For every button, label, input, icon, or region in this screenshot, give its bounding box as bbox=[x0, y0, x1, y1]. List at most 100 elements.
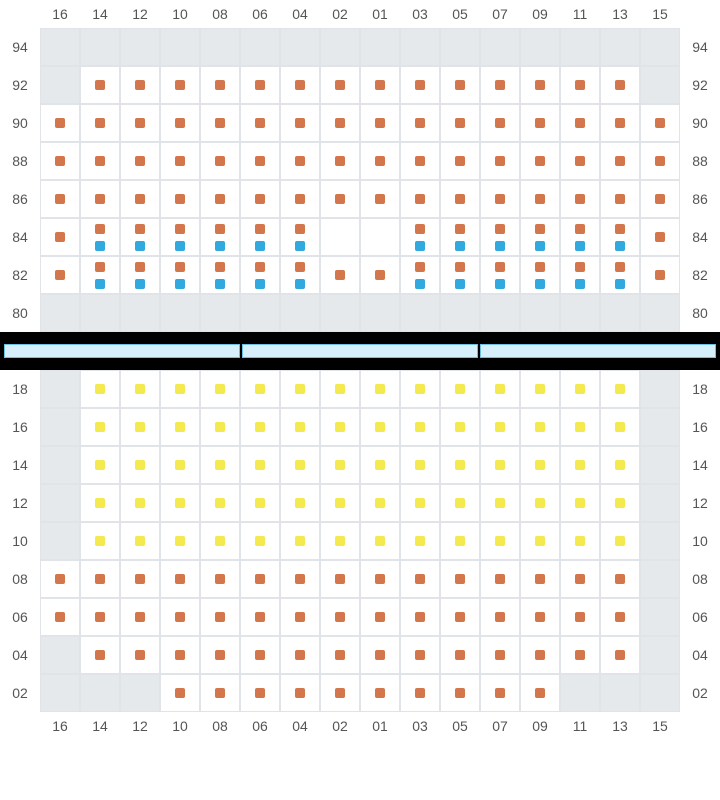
seat-cell[interactable] bbox=[280, 370, 320, 408]
seat-cell[interactable] bbox=[440, 636, 480, 674]
seat-cell[interactable] bbox=[400, 560, 440, 598]
seat-cell[interactable] bbox=[560, 446, 600, 484]
seat-cell[interactable] bbox=[400, 484, 440, 522]
seat-cell[interactable] bbox=[80, 256, 120, 294]
seat-cell[interactable] bbox=[360, 66, 400, 104]
seat-cell[interactable] bbox=[160, 218, 200, 256]
seat-cell[interactable] bbox=[240, 256, 280, 294]
seat-cell[interactable] bbox=[440, 446, 480, 484]
seat-cell[interactable] bbox=[320, 256, 360, 294]
seat-cell[interactable] bbox=[320, 104, 360, 142]
seat-cell[interactable] bbox=[280, 104, 320, 142]
seat-cell[interactable] bbox=[240, 674, 280, 712]
seat-cell[interactable] bbox=[480, 408, 520, 446]
seat-cell[interactable] bbox=[520, 180, 560, 218]
seat-cell[interactable] bbox=[240, 180, 280, 218]
seat-cell[interactable] bbox=[400, 104, 440, 142]
seat-cell[interactable] bbox=[80, 218, 120, 256]
seat-cell[interactable] bbox=[120, 180, 160, 218]
seat-cell[interactable] bbox=[360, 484, 400, 522]
seat-cell[interactable] bbox=[280, 484, 320, 522]
seat-cell[interactable] bbox=[160, 104, 200, 142]
seat-cell[interactable] bbox=[560, 218, 600, 256]
seat-cell[interactable] bbox=[480, 370, 520, 408]
seat-cell[interactable] bbox=[600, 560, 640, 598]
seat-cell[interactable] bbox=[560, 256, 600, 294]
seat-cell[interactable] bbox=[200, 104, 240, 142]
seat-cell[interactable] bbox=[160, 142, 200, 180]
seat-cell[interactable] bbox=[40, 104, 80, 142]
seat-cell[interactable] bbox=[320, 180, 360, 218]
seat-cell[interactable] bbox=[440, 560, 480, 598]
seat-cell[interactable] bbox=[360, 446, 400, 484]
seat-cell[interactable] bbox=[240, 446, 280, 484]
seat-cell[interactable] bbox=[480, 66, 520, 104]
seat-cell[interactable] bbox=[80, 522, 120, 560]
seat-cell[interactable] bbox=[40, 142, 80, 180]
seat-cell[interactable] bbox=[200, 674, 240, 712]
seat-cell[interactable] bbox=[280, 180, 320, 218]
seat-cell[interactable] bbox=[600, 484, 640, 522]
seat-cell[interactable] bbox=[560, 598, 600, 636]
seat-cell[interactable] bbox=[600, 408, 640, 446]
seat-cell[interactable] bbox=[240, 598, 280, 636]
seat-cell[interactable] bbox=[160, 66, 200, 104]
seat-cell[interactable] bbox=[80, 560, 120, 598]
seat-cell[interactable] bbox=[200, 256, 240, 294]
seat-cell[interactable] bbox=[400, 522, 440, 560]
seat-cell[interactable] bbox=[280, 560, 320, 598]
seat-cell[interactable] bbox=[320, 142, 360, 180]
seat-cell[interactable] bbox=[160, 446, 200, 484]
seat-cell[interactable] bbox=[400, 446, 440, 484]
seat-cell[interactable] bbox=[160, 636, 200, 674]
seat-cell[interactable] bbox=[320, 66, 360, 104]
seat-cell[interactable] bbox=[400, 598, 440, 636]
seat-cell[interactable] bbox=[480, 446, 520, 484]
seat-cell[interactable] bbox=[120, 256, 160, 294]
seat-cell[interactable] bbox=[200, 218, 240, 256]
seat-cell[interactable] bbox=[480, 180, 520, 218]
seat-cell[interactable] bbox=[120, 484, 160, 522]
seat-cell[interactable] bbox=[480, 104, 520, 142]
seat-cell[interactable] bbox=[240, 104, 280, 142]
seat-cell[interactable] bbox=[240, 560, 280, 598]
seat-cell[interactable] bbox=[560, 484, 600, 522]
seat-cell[interactable] bbox=[520, 598, 560, 636]
seat-cell[interactable] bbox=[160, 370, 200, 408]
seat-cell[interactable] bbox=[240, 636, 280, 674]
seat-cell[interactable] bbox=[600, 180, 640, 218]
seat-cell[interactable] bbox=[80, 180, 120, 218]
seat-cell[interactable] bbox=[200, 636, 240, 674]
seat-cell[interactable] bbox=[120, 66, 160, 104]
seat-cell[interactable] bbox=[520, 256, 560, 294]
seat-cell[interactable] bbox=[120, 598, 160, 636]
seat-cell[interactable] bbox=[560, 636, 600, 674]
seat-cell[interactable] bbox=[520, 370, 560, 408]
seat-cell[interactable] bbox=[640, 142, 680, 180]
seat-cell[interactable] bbox=[600, 142, 640, 180]
seat-cell[interactable] bbox=[40, 560, 80, 598]
seat-cell[interactable] bbox=[600, 370, 640, 408]
seat-cell[interactable] bbox=[360, 408, 400, 446]
seat-cell[interactable] bbox=[360, 256, 400, 294]
seat-cell[interactable] bbox=[200, 408, 240, 446]
seat-cell[interactable] bbox=[120, 142, 160, 180]
seat-cell[interactable] bbox=[400, 408, 440, 446]
seat-cell[interactable] bbox=[520, 446, 560, 484]
seat-cell[interactable] bbox=[480, 484, 520, 522]
seat-cell[interactable] bbox=[160, 674, 200, 712]
seat-cell[interactable] bbox=[400, 636, 440, 674]
seat-cell[interactable] bbox=[160, 522, 200, 560]
seat-cell[interactable] bbox=[480, 560, 520, 598]
seat-cell[interactable] bbox=[560, 522, 600, 560]
seat-cell[interactable] bbox=[240, 408, 280, 446]
seat-cell[interactable] bbox=[80, 142, 120, 180]
seat-cell[interactable] bbox=[200, 180, 240, 218]
seat-cell[interactable] bbox=[400, 370, 440, 408]
seat-cell[interactable] bbox=[160, 560, 200, 598]
seat-cell[interactable] bbox=[280, 218, 320, 256]
seat-cell[interactable] bbox=[40, 218, 80, 256]
seat-cell[interactable] bbox=[600, 636, 640, 674]
seat-cell[interactable] bbox=[160, 408, 200, 446]
seat-cell[interactable] bbox=[440, 598, 480, 636]
